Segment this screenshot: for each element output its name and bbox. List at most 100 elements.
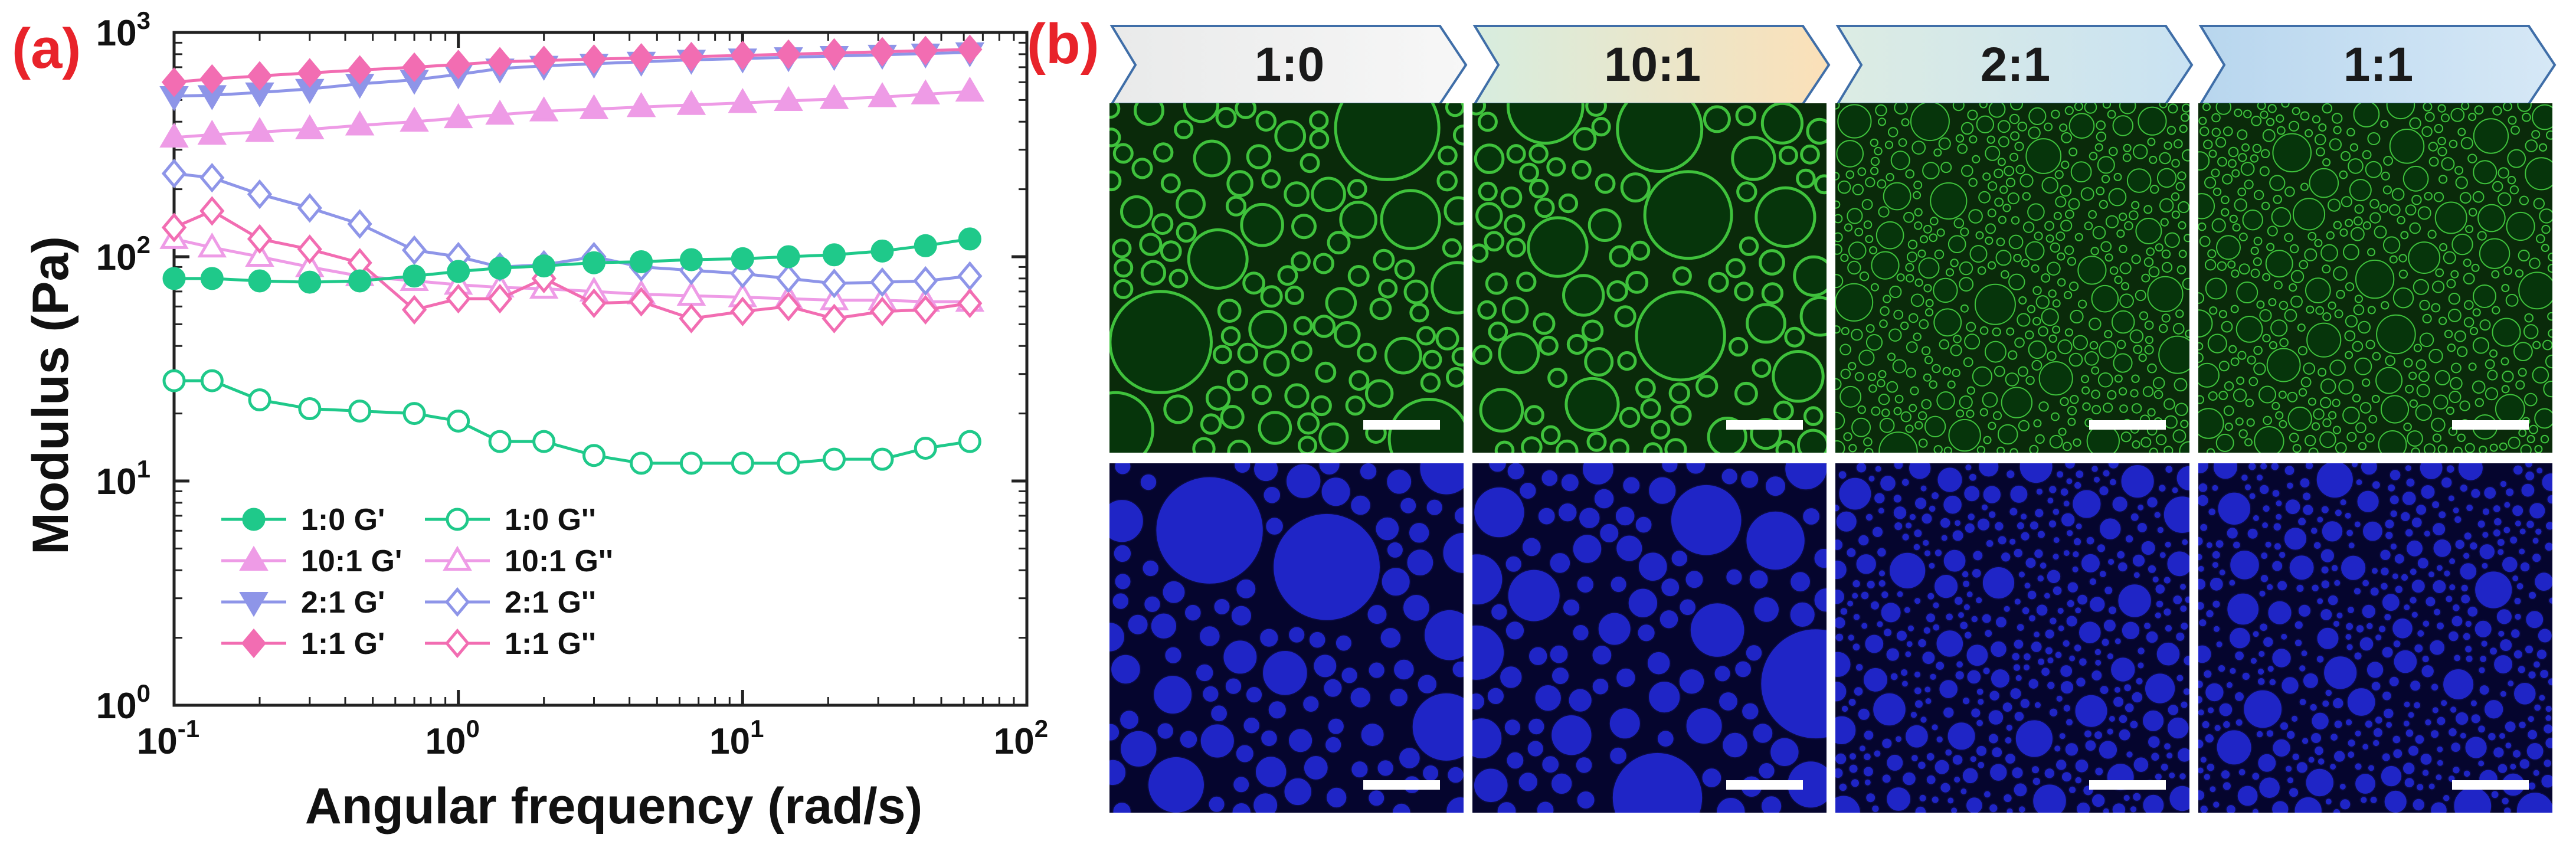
droplet	[2055, 470, 2065, 479]
droplet	[2293, 638, 2303, 647]
droplet	[1345, 395, 1366, 416]
data-point	[630, 250, 653, 273]
droplet	[2434, 370, 2450, 385]
droplet	[2059, 123, 2068, 132]
droplet	[2315, 463, 2354, 499]
droplet	[2129, 329, 2144, 343]
droplet	[2108, 188, 2127, 207]
droplet	[2217, 491, 2251, 526]
droplet	[2262, 333, 2271, 343]
droplet	[2129, 805, 2138, 813]
droplet	[1870, 600, 1880, 611]
data-point	[197, 119, 227, 145]
droplet	[1914, 805, 1927, 813]
droplet	[1562, 598, 1581, 617]
droplet	[1835, 650, 1852, 678]
droplet	[2281, 103, 2290, 108]
droplet	[1803, 406, 1824, 426]
droplet	[1998, 136, 2009, 148]
droplet	[1575, 756, 1593, 774]
droplet	[1213, 598, 1231, 616]
droplet	[1901, 532, 1910, 542]
droplet	[2221, 781, 2233, 791]
droplet	[1501, 296, 1529, 324]
droplet	[2479, 655, 2488, 663]
data-point	[777, 451, 800, 475]
droplet	[2010, 131, 2020, 141]
droplet	[2272, 522, 2283, 532]
droplet	[2496, 538, 2506, 547]
droplet	[2234, 198, 2247, 212]
scale-bar	[1363, 420, 1440, 430]
droplet	[2402, 700, 2411, 709]
droplet	[2427, 782, 2436, 791]
droplet	[2256, 667, 2266, 676]
data-point	[161, 212, 187, 243]
droplet	[1900, 411, 1912, 423]
droplet	[1996, 446, 2005, 453]
droplet	[1617, 351, 1637, 371]
data-point	[957, 288, 983, 319]
droplet	[1969, 755, 1978, 764]
droplet	[2019, 174, 2034, 188]
droplet	[2487, 731, 2497, 742]
droplet	[2509, 185, 2519, 195]
droplet	[2372, 727, 2384, 738]
droplet	[2345, 282, 2355, 292]
droplet	[2262, 129, 2276, 142]
droplet	[1991, 746, 2004, 759]
droplet	[1506, 237, 1526, 258]
data-point	[297, 234, 322, 264]
droplet	[1630, 240, 1651, 261]
droplet	[2240, 473, 2249, 482]
droplet	[1242, 716, 1261, 735]
droplet	[1971, 568, 1982, 579]
droplet	[2251, 513, 2260, 522]
droplet	[1879, 417, 1895, 433]
droplet	[1581, 319, 1604, 342]
droplet	[2346, 738, 2356, 748]
droplet	[1880, 601, 1902, 624]
droplet	[2250, 246, 2259, 256]
droplet	[2309, 702, 2318, 712]
data-point	[446, 50, 471, 80]
droplet	[2449, 391, 2462, 403]
droplet	[1918, 257, 1940, 279]
droplet	[1348, 370, 1370, 391]
droplet	[2341, 150, 2351, 161]
droplet	[2090, 464, 2099, 473]
droplet	[1901, 771, 1917, 787]
droplet	[2251, 630, 2260, 639]
droplet	[1923, 549, 1932, 558]
droplet	[1862, 765, 1874, 778]
droplet	[1987, 208, 1996, 218]
droplet	[2148, 266, 2160, 278]
droplet	[1835, 200, 1841, 209]
droplet	[2368, 414, 2378, 424]
droplet	[1854, 372, 1864, 382]
droplet	[2114, 276, 2123, 284]
droplet	[1265, 516, 1284, 536]
droplet	[2136, 503, 2145, 512]
droplet	[1966, 386, 1975, 395]
droplet	[1323, 678, 1343, 698]
droplet	[2065, 614, 2079, 628]
green-micrograph-1-1	[2198, 103, 2552, 453]
droplet	[2383, 789, 2408, 813]
droplet	[1227, 439, 1251, 453]
droplet	[2175, 673, 2185, 683]
droplet	[2379, 566, 2390, 577]
droplet	[2166, 126, 2176, 135]
droplet	[1936, 228, 1945, 237]
droplet	[2545, 521, 2552, 531]
droplet	[2272, 133, 2312, 173]
droplet	[1966, 322, 1976, 332]
droplet	[1438, 145, 1458, 166]
droplet	[2215, 640, 2224, 649]
droplet	[2107, 557, 2116, 567]
legend-marker	[444, 628, 470, 659]
droplet	[2057, 624, 2066, 633]
droplet	[2316, 626, 2340, 650]
droplet	[1929, 380, 1937, 389]
droplet	[2116, 549, 2126, 560]
